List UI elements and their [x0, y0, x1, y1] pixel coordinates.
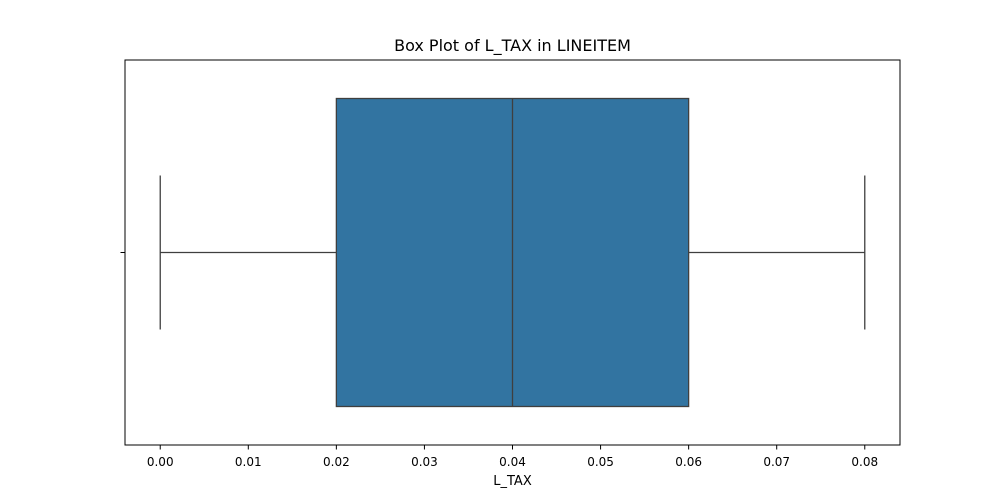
x-tick-label: 0.06	[675, 455, 702, 469]
box-series	[159, 97, 866, 408]
x-tick-label: 0.00	[147, 455, 174, 469]
plot-area	[124, 59, 901, 446]
x-axis-ticks: 0.00 0.01 0.02 0.03 0.04 0.05 0.06 0.07 0.08	[147, 445, 878, 469]
x-tick-label: 0.04	[499, 455, 526, 469]
x-tick-label: 0.03	[411, 455, 438, 469]
x-axis-label: L_TAX	[493, 474, 532, 489]
chart-title: Box Plot of L_TAX in LINEITEM	[394, 36, 631, 56]
x-tick-label: 0.05	[587, 455, 614, 469]
x-tick-label: 0.02	[323, 455, 350, 469]
x-tick-label: 0.07	[763, 455, 790, 469]
x-tick-label: 0.08	[851, 455, 878, 469]
x-tick-label: 0.01	[235, 455, 262, 469]
